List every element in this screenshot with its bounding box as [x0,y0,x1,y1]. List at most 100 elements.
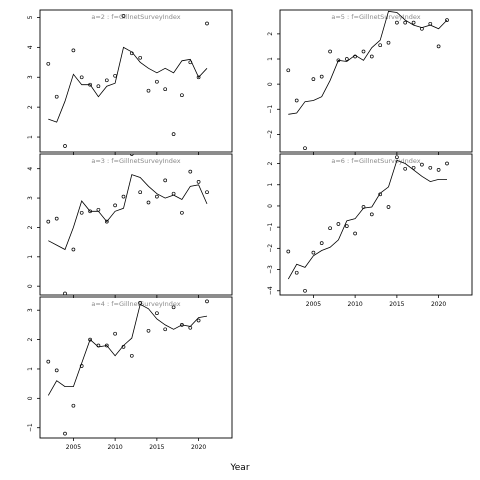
observed-point-a2 [88,82,92,87]
observed-point-a6 [386,205,391,209]
panel-label-a5: a=5 : f=GillnetSurveyIndex [331,13,420,21]
observed-point-a4 [196,318,201,323]
x-tick-label-a4: 2020 [191,444,206,451]
observed-point-a2 [71,48,76,53]
observed-point-a2 [171,132,176,136]
observed-point-a5 [445,18,449,22]
y-tick-label-a3: 2 [27,225,34,229]
y-tick-label-a5: −1 [267,105,274,114]
panel-frame-a2 [39,9,233,153]
observed-point-a2 [138,55,143,60]
observed-point-a5 [428,21,433,26]
observed-point-a4 [63,431,67,436]
observed-point-a3 [46,219,51,224]
observed-point-a3 [138,190,143,195]
y-tick-label-a5: 1 [267,57,274,61]
y-tick-label-a5: 0 [267,82,274,86]
observed-point-a2 [54,94,59,99]
x-tick-label-a4: 2015 [149,444,164,451]
observed-point-a2 [96,84,101,89]
observed-point-a3 [113,203,117,208]
y-tick-label-a5: 2 [267,32,274,36]
observed-point-a4 [138,301,143,305]
observed-point-a6 [395,155,399,160]
y-tick-label-a6: 1 [267,183,274,187]
observed-point-a6 [369,212,374,217]
observed-point-a6 [344,224,349,228]
observed-point-a5 [361,49,366,54]
y-tick-label-a6: −4 [267,286,274,295]
y-tick-label-a3: 1 [27,255,34,259]
observed-point-a5 [336,58,341,63]
panel-frame-a5 [279,9,473,153]
observed-point-a4 [205,299,209,304]
y-tick-label-a6: −1 [267,223,274,232]
y-tick-label-a4: 2 [27,338,34,342]
fitted-line-a6 [287,159,447,280]
y-tick-label-a2: 1 [27,135,34,139]
observed-point-a5 [436,44,441,49]
panel-a3: a=3 : f=GillnetSurveyIndex 0 1 2 3 4 [27,153,233,298]
panel-frame-a4 [39,296,233,439]
observed-point-a5 [378,43,383,48]
observed-point-a6 [445,161,449,166]
y-tick-label-a2: 5 [27,15,34,19]
observed-point-a4 [155,311,159,316]
observed-point-a4 [46,359,51,364]
fitted-line-a3 [48,174,208,251]
panels: a=2 : f=GillnetSurveyIndex 1 2 3 4 5 a=3 : f=G… [27,9,473,451]
observed-point-a2 [146,88,151,93]
observed-point-a2 [46,61,51,66]
observed-point-a3 [196,180,201,184]
observed-point-a2 [188,60,193,65]
observed-point-a2 [180,93,184,98]
observed-point-a4 [129,353,134,358]
observed-point-a5 [319,74,324,79]
observed-point-a3 [121,194,126,199]
panel-frame-a6 [279,153,473,296]
y-tick-label-a3: 0 [27,284,34,288]
y-tick-label-a4: 1 [27,367,34,371]
panel-label-a2: a=2 : f=GillnetSurveyIndex [91,13,180,21]
fitted-line-a5 [288,10,448,115]
observed-point-a5 [353,54,357,59]
observed-point-a2 [79,75,84,80]
observed-point-a6 [303,288,307,293]
panel-a6: a=6 : f=GillnetSurveyIndex −4 −3 −2 −1 0 1 2 200… [267,153,473,308]
observed-point-a3 [96,207,101,212]
observed-point-a3 [205,190,209,195]
observed-point-a2 [63,144,67,148]
observed-point-a4 [113,331,117,336]
observed-point-a5 [420,26,424,31]
panel-label-a3: a=3 : f=GillnetSurveyIndex [91,157,180,165]
observed-point-a6 [336,222,341,226]
observed-point-a2 [205,21,209,26]
observed-point-a3 [104,219,109,224]
observed-point-a5 [369,54,374,59]
panel-a5: a=5 : f=GillnetSurveyIndex −2 −1 0 1 2 [267,9,473,155]
panel-label-a6: a=6 : f=GillnetSurveyIndex [331,157,420,165]
observed-point-a5 [311,77,316,81]
fitted-line-a4 [47,303,208,396]
plot-area-a4 [46,299,209,436]
observed-point-a5 [294,98,299,103]
observed-point-a6 [294,270,299,275]
observed-point-a2 [196,75,201,80]
observed-point-a4 [171,305,176,310]
observed-point-a4 [121,345,126,349]
observed-point-a6 [411,165,416,170]
y-tick-label-a4: −1 [27,423,34,432]
observed-point-a6 [378,192,383,197]
observed-point-a6 [361,205,366,209]
observed-point-a3 [63,291,67,295]
observed-point-a2 [155,79,159,84]
observed-point-a6 [319,241,324,245]
observed-point-a4 [88,337,92,342]
observed-point-a2 [113,73,117,78]
observed-point-a6 [311,250,316,255]
observed-point-a3 [54,216,59,221]
observed-point-a5 [344,57,349,61]
observed-point-a5 [395,20,399,25]
panel-a2: a=2 : f=GillnetSurveyIndex 1 2 3 4 5 [27,9,233,155]
observed-point-a6 [286,249,291,254]
